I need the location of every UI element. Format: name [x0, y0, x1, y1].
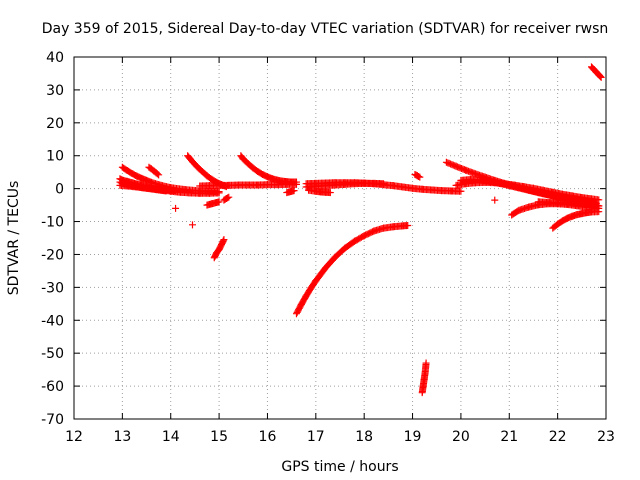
- plot-frame: [73, 56, 607, 420]
- y-tick-label: -20: [41, 247, 64, 263]
- series-arc-r: [587, 63, 605, 81]
- data-point: [188, 221, 196, 229]
- data-point: [596, 73, 604, 81]
- series-arc-f: [203, 198, 223, 209]
- x-tick-label: 23: [597, 429, 615, 445]
- y-tick-label: -50: [41, 346, 64, 362]
- series-arc-m: [418, 359, 430, 397]
- chart-title: Day 359 of 2015, Sidereal Day-to-day VTE…: [42, 21, 609, 37]
- data-point: [597, 73, 605, 81]
- data-point: [219, 237, 227, 245]
- data-point: [172, 187, 180, 195]
- data-point: [215, 188, 223, 196]
- series-arc-e: [196, 180, 300, 190]
- x-tick-label: 16: [259, 429, 277, 445]
- series-arc-q2: [534, 198, 603, 210]
- series-arc-o: [491, 196, 499, 204]
- series-arc-t: [188, 221, 196, 229]
- y-tick-label: 40: [46, 50, 64, 66]
- data-point: [491, 196, 499, 204]
- x-tick-label: 22: [549, 429, 567, 445]
- data-point: [153, 170, 161, 178]
- x-axis-title: GPS time / hours: [281, 459, 398, 475]
- series-arc-q1: [549, 208, 603, 232]
- x-tick-label: 15: [210, 429, 228, 445]
- x-tick-label: 21: [500, 429, 518, 445]
- x-tick-label: 19: [404, 429, 422, 445]
- series-arc-d: [237, 152, 300, 186]
- data-point: [220, 236, 228, 244]
- y-tick-label: -60: [41, 379, 64, 395]
- data-point: [404, 221, 412, 229]
- y-tick-label: -30: [41, 280, 64, 296]
- series-arc-a4: [116, 181, 180, 195]
- y-tick-label: 10: [46, 149, 64, 165]
- data-point: [290, 187, 298, 195]
- y-tick-label: 0: [55, 182, 64, 198]
- data-point: [326, 189, 334, 197]
- data-point: [457, 187, 465, 195]
- data-point: [380, 180, 388, 188]
- series-arc-k: [292, 221, 412, 318]
- x-tick-labels: 12 13 14 15 16 17 18 19 20 21 22 23: [65, 429, 615, 445]
- data-point: [415, 172, 423, 180]
- grid-lines: [74, 57, 606, 419]
- series-arc-g: [210, 236, 228, 262]
- data-point: [224, 194, 232, 202]
- series-arc-j3: [305, 186, 334, 197]
- series-arc-h: [220, 193, 233, 204]
- series-arc-b: [145, 163, 163, 179]
- data-point: [172, 204, 180, 212]
- data-point: [595, 202, 603, 210]
- y-tick-label: -10: [41, 215, 64, 231]
- y-tick-label: -70: [41, 412, 64, 428]
- axis-ticks: [73, 56, 607, 420]
- data-point: [215, 198, 223, 206]
- y-axis-title: SDTVAR / TECUs: [6, 181, 22, 296]
- data-points: [116, 63, 605, 397]
- x-tick-label: 20: [452, 429, 470, 445]
- y-tick-label: 30: [46, 83, 64, 99]
- y-tick-labels: 40 30 20 10 0 -10 -20 -30 -40 -50 -60 -70: [41, 50, 64, 428]
- data-point: [595, 196, 603, 204]
- data-point: [422, 359, 430, 367]
- data-point: [416, 173, 424, 181]
- x-tick-label: 14: [162, 429, 180, 445]
- y-tick-label: 20: [46, 116, 64, 132]
- x-tick-label: 17: [307, 429, 325, 445]
- series-arc-l: [411, 170, 424, 181]
- series-arc-s: [172, 204, 180, 212]
- data-point: [292, 180, 300, 188]
- x-tick-label: 12: [65, 429, 83, 445]
- x-tick-label: 18: [355, 429, 373, 445]
- series-arc-i: [283, 187, 298, 197]
- x-tick-label: 13: [113, 429, 131, 445]
- data-point: [225, 193, 233, 201]
- data-point: [155, 171, 163, 179]
- y-tick-label: -40: [41, 313, 64, 329]
